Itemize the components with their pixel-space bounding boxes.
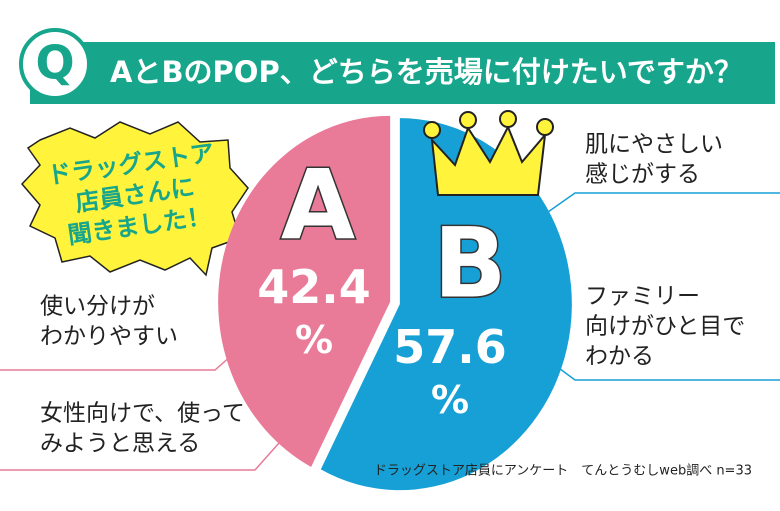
annotation: ファミリー: [585, 284, 700, 310]
annotation: みようと思える: [40, 431, 200, 457]
annotation: わかる: [585, 344, 654, 370]
source: ドラッグストア店員にアンケート てんとうむしweb調べ n=33: [374, 464, 752, 479]
pie-slice: [218, 115, 391, 468]
crown-ball: [536, 118, 554, 136]
slice-letter: B: [433, 207, 506, 319]
title-badge-circle: [19, 28, 91, 100]
value-label: 42.4%: [257, 260, 371, 362]
crown-ball: [499, 110, 517, 128]
title-bar: [30, 42, 775, 104]
annotation: 感じがする: [585, 162, 700, 188]
slice-letter: A: [281, 149, 355, 261]
callout-shape: [20, 121, 249, 277]
title-badge: Q: [35, 36, 74, 90]
callout-bubble: [20, 121, 249, 277]
annotation: わかりやすい: [40, 324, 178, 350]
crown: [430, 124, 547, 196]
annotation: 肌にやさしい: [585, 132, 723, 158]
annotation: 向けがひと目で: [585, 314, 745, 340]
value-label: 57.6%: [393, 320, 507, 422]
pie-slice: [320, 118, 572, 491]
crown-ball: [459, 111, 477, 129]
leader-line: [547, 192, 780, 213]
annotation: 女性向けで、使って: [40, 401, 245, 427]
leader-line: [0, 354, 233, 371]
annotation: 使い分けが: [40, 294, 155, 320]
crown-ball: [423, 121, 441, 139]
pie: A42.4 % B57.6%: [218, 115, 572, 491]
chart-title: AとBのPOP、どちらを売場に付けたいですか？: [110, 55, 743, 89]
